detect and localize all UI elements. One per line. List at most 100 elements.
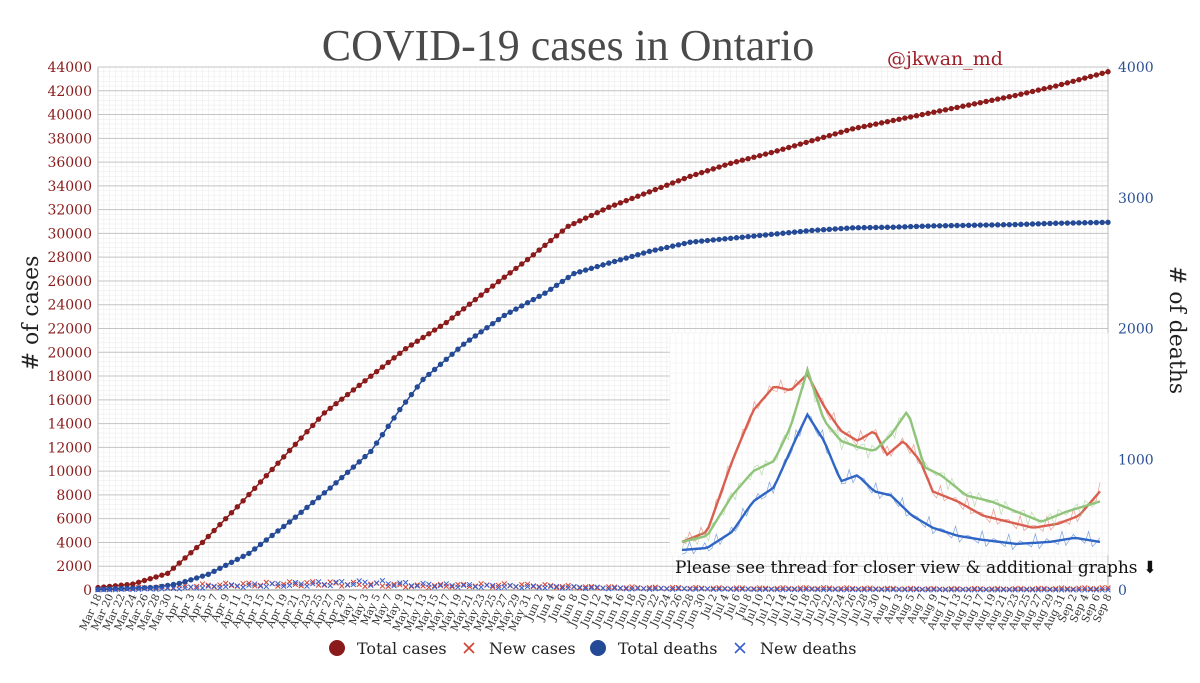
total-deaths-point — [1093, 219, 1100, 226]
new-cases-point — [553, 584, 560, 591]
new-cases-point — [431, 582, 438, 589]
new-cases-point — [1041, 585, 1047, 592]
new-cases-point — [1087, 585, 1094, 592]
total-cases-point — [339, 396, 345, 402]
total-deaths-point — [379, 431, 386, 438]
new-cases-point — [785, 585, 792, 592]
new-deaths-point — [785, 586, 792, 593]
total-cases-point — [646, 189, 653, 195]
total-deaths-point — [548, 286, 554, 292]
new-deaths-point — [1070, 587, 1076, 593]
total-cases-point — [623, 197, 629, 204]
total-deaths-point — [188, 577, 194, 583]
total-cases-point — [350, 387, 357, 393]
total-cases-point — [1076, 76, 1082, 83]
total-deaths-point — [1000, 222, 1007, 228]
total-deaths-point — [193, 575, 200, 581]
new-deaths-point — [130, 586, 136, 593]
total-deaths-point — [896, 224, 902, 230]
new-deaths-point — [733, 586, 740, 593]
total-cases-point — [629, 195, 635, 202]
total-deaths-point — [1018, 221, 1024, 228]
total-deaths-point — [623, 255, 629, 261]
new-cases-point — [449, 584, 455, 590]
new-cases-point — [1099, 585, 1105, 591]
new-deaths-point — [687, 586, 693, 592]
total-cases-point — [954, 104, 960, 111]
total-deaths-point — [147, 584, 153, 591]
new-deaths-point — [1105, 587, 1111, 593]
total-cases-point — [745, 155, 751, 162]
total-cases-point — [501, 274, 508, 280]
total-cases-point — [611, 202, 618, 208]
total-deaths-point — [553, 282, 560, 289]
total-cases-point — [362, 378, 368, 384]
total-deaths-point — [559, 278, 566, 285]
new-deaths-point — [240, 584, 246, 590]
total-cases-point — [600, 207, 606, 213]
total-cases-point — [849, 126, 856, 132]
total-cases-point — [437, 323, 444, 329]
total-cases-point — [321, 410, 328, 416]
new-cases-point — [954, 585, 960, 592]
total-deaths-point — [397, 406, 403, 413]
total-deaths-point — [710, 237, 716, 243]
total-deaths-point — [281, 523, 287, 530]
new-deaths-point — [971, 587, 978, 593]
total-deaths-point — [333, 480, 339, 486]
new-deaths-point — [600, 585, 606, 591]
total-cases-point — [170, 565, 177, 571]
total-deaths-point — [141, 585, 148, 591]
new-deaths-point — [147, 586, 153, 592]
total-cases-point — [867, 122, 873, 128]
total-cases-point — [147, 576, 153, 582]
total-deaths-point — [844, 225, 850, 231]
total-cases-point — [286, 447, 293, 454]
total-cases-point — [878, 120, 885, 126]
new-deaths-point — [861, 587, 867, 593]
total-cases-point — [971, 101, 978, 107]
y-tick-label: 8000 — [56, 488, 92, 504]
new-deaths-point — [379, 577, 386, 584]
total-deaths-point — [565, 274, 571, 281]
new-deaths-point — [321, 581, 328, 588]
total-deaths-point — [310, 499, 316, 506]
total-deaths-point — [1070, 220, 1076, 226]
total-cases-point — [606, 204, 612, 210]
total-cases-point — [844, 127, 850, 134]
new-deaths-point — [489, 582, 496, 589]
total-cases-point — [1012, 92, 1018, 99]
new-deaths-point — [780, 586, 786, 593]
new-deaths-point — [768, 586, 775, 593]
total-cases-point — [153, 574, 159, 580]
new-deaths-point — [907, 587, 914, 593]
total-cases-point — [164, 570, 171, 577]
new-deaths-point — [820, 586, 827, 593]
total-cases-point — [298, 435, 304, 441]
total-deaths-point — [658, 246, 664, 252]
total-deaths-point — [1064, 220, 1071, 226]
new-deaths-point — [977, 586, 984, 593]
total-cases-point — [304, 429, 310, 435]
total-deaths-point — [449, 351, 455, 357]
new-cases-point — [530, 583, 537, 590]
total-deaths-point — [855, 225, 862, 231]
new-cases-point — [820, 584, 827, 591]
total-cases-point — [1041, 86, 1047, 92]
total-deaths-point — [130, 585, 136, 591]
total-cases-point — [693, 171, 699, 178]
new-deaths-point — [1076, 587, 1082, 593]
total-deaths-point — [269, 532, 275, 539]
new-cases-point — [733, 585, 740, 591]
total-deaths-point — [1035, 221, 1042, 227]
new-deaths-point — [298, 581, 304, 587]
new-deaths-point — [704, 586, 711, 592]
total-deaths-point — [849, 225, 856, 231]
total-cases-point — [223, 515, 229, 522]
new-deaths-point — [791, 586, 798, 593]
new-deaths-point — [431, 584, 438, 590]
new-cases-point — [333, 580, 339, 586]
new-cases-point — [199, 581, 206, 587]
total-cases-point — [182, 555, 188, 561]
new-cases-point — [739, 585, 746, 591]
